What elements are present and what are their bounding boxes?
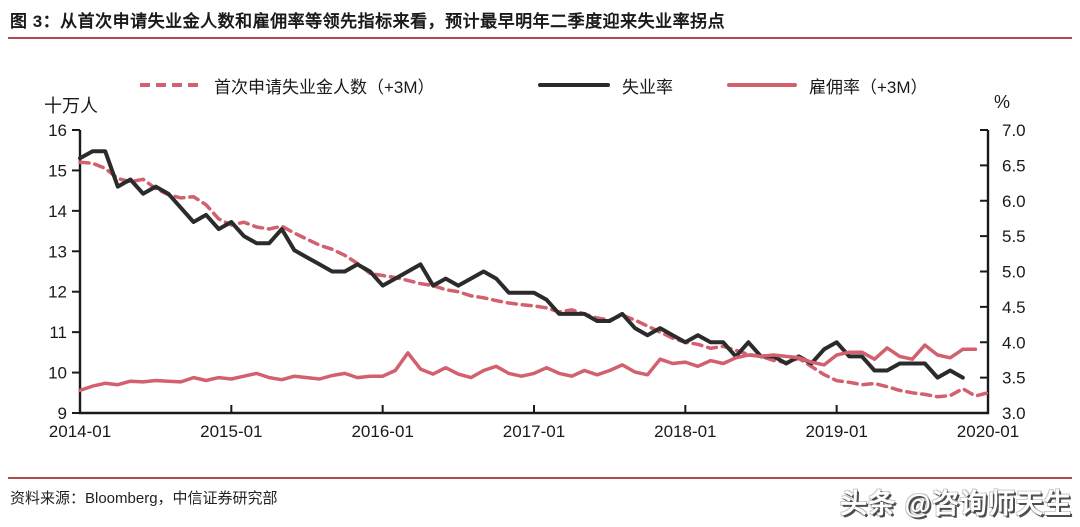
legend-label-hiring-rate: 雇佣率（+3M） xyxy=(809,77,928,97)
legend-item-hiring-rate: 雇佣率（+3M） xyxy=(727,74,928,97)
y-axis-left-tick-label: 13 xyxy=(48,242,67,261)
solid-black-line-sample-icon xyxy=(538,83,610,87)
x-axis-tick-label: 2014-01 xyxy=(49,422,111,441)
series-line-2 xyxy=(78,343,978,393)
x-axis-tick-label: 2019-01 xyxy=(805,422,867,441)
chart-legend: 首次申请失业金人数（+3M） 失业率 雇佣率（+3M） xyxy=(0,74,1080,97)
y-axis-left-tick-label: 10 xyxy=(48,364,67,383)
legend-label-unemployment-rate: 失业率 xyxy=(622,77,673,97)
y-axis-right-tick-label: 4.5 xyxy=(1002,298,1026,317)
legend-item-initial-claims: 首次申请失业金人数（+3M） xyxy=(140,74,435,97)
x-axis-tick-label: 2017-01 xyxy=(503,422,565,441)
legend-label-initial-claims: 首次申请失业金人数（+3M） xyxy=(214,77,435,97)
x-axis-tick-label: 2018-01 xyxy=(654,422,716,441)
series-line-1 xyxy=(78,149,965,380)
y-axis-right-tick-label: 7.0 xyxy=(1002,121,1026,140)
y-axis-right-tick-label: 6.0 xyxy=(1002,192,1026,211)
footer-rule xyxy=(8,477,1072,479)
y-axis-right-tick-label: 4.0 xyxy=(1002,333,1026,352)
y-axis-right-tick-label: 3.5 xyxy=(1002,369,1026,388)
title-underline-rule xyxy=(8,37,1072,39)
y-axis-left-tick-label: 15 xyxy=(48,161,67,180)
y-axis-left-tick-label: 12 xyxy=(48,283,67,302)
y-axis-right-tick-label: 6.5 xyxy=(1002,156,1026,175)
watermark: 头条 @咨询师天生 xyxy=(840,489,1072,519)
y-axis-right-tick-label: 3.0 xyxy=(1002,404,1026,423)
y-axis-right-tick-label: 5.0 xyxy=(1002,263,1026,282)
legend-item-unemployment-rate: 失业率 xyxy=(538,74,673,97)
y-axis-left-tick-label: 9 xyxy=(58,404,67,423)
page-title: 图 3：从首次申请失业金人数和雇佣率等领先指标来看，预计最早明年二季度迎来失业率… xyxy=(10,12,726,31)
x-axis-tick-label: 2015-01 xyxy=(200,422,262,441)
y-axis-left-tick-label: 11 xyxy=(49,323,67,342)
x-axis-tick-label: 2020-01 xyxy=(957,422,1019,441)
y-axis-left-tick-label: 14 xyxy=(48,202,67,221)
data-source-note: 资料来源：Bloomberg，中信证券研究部 xyxy=(10,490,278,507)
left-axis-unit-label: 十万人 xyxy=(44,96,98,116)
x-axis-tick-label: 2016-01 xyxy=(351,422,413,441)
y-axis-right-tick-label: 5.5 xyxy=(1002,227,1026,246)
series-line-0 xyxy=(78,160,990,399)
y-axis-left-tick-label: 16 xyxy=(48,121,67,140)
axis-frame xyxy=(78,130,990,415)
right-axis-unit-label: % xyxy=(994,92,1010,112)
solid-pink-line-sample-icon xyxy=(727,83,797,87)
dashed-line-sample-icon xyxy=(140,83,202,87)
